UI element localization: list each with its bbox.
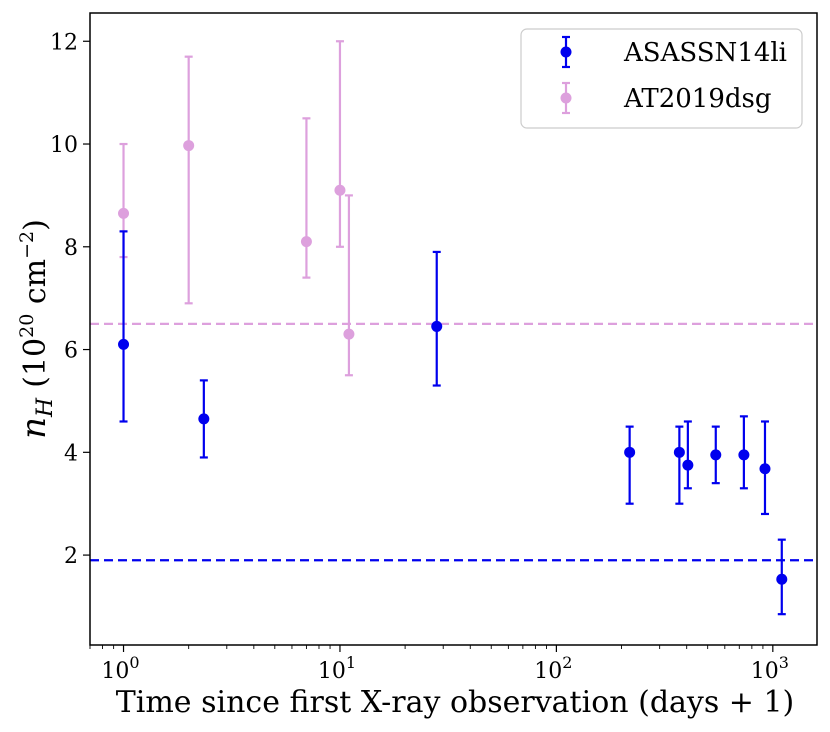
series-layer	[118, 40, 788, 616]
point-at2019dsg-2	[300, 236, 312, 248]
plot-frame	[89, 12, 818, 646]
x-tick-label-0: 100	[101, 653, 139, 684]
y-tick-label-10: 10	[50, 133, 78, 158]
x-tick-label-3: 103	[751, 653, 789, 684]
point-asassn14li-9	[776, 573, 788, 585]
y-axis-units-prefix: (10	[18, 338, 53, 388]
y-axis-symbol: n	[14, 417, 54, 439]
y-tick-label-8: 8	[64, 236, 78, 261]
y-tick-label-6: 6	[64, 339, 78, 364]
point-asassn14li-6	[710, 449, 722, 461]
y-tick-label-4: 4	[64, 441, 78, 466]
series-asassn14li	[118, 230, 788, 616]
reference-lines	[90, 322, 817, 562]
legend-label-asassn14li: ASASSN14li	[623, 38, 787, 68]
y-axis-units-mid: cm	[18, 259, 53, 314]
y-axis-subscript: H	[33, 397, 58, 418]
y-axis-units-exp2: −2	[16, 231, 38, 259]
y-tick-label-12: 12	[50, 30, 78, 55]
point-at2019dsg-3	[334, 184, 346, 196]
legend-box	[520, 28, 803, 129]
legend-label-at2019dsg: AT2019dsg	[623, 84, 772, 114]
legend-marker-asassn14li	[560, 46, 572, 58]
y-axis-units-suffix: )	[18, 219, 53, 231]
point-at2019dsg-0	[118, 207, 130, 219]
y-tick-label-2: 2	[64, 544, 78, 569]
point-asassn14li-0	[118, 338, 130, 350]
y-axis-title: nH (1020 cm−2)	[14, 219, 58, 439]
point-at2019dsg-4	[343, 328, 355, 340]
legend: ASASSN14li AT2019dsg	[520, 28, 803, 129]
point-at2019dsg-1	[183, 140, 195, 152]
y-axis-units-exp1: 20	[16, 314, 38, 338]
legend-marker-at2019dsg	[560, 92, 572, 104]
x-tick-label-1: 101	[318, 653, 356, 684]
point-asassn14li-2	[431, 320, 443, 332]
point-asassn14li-4	[673, 446, 685, 458]
point-asassn14li-7	[738, 449, 750, 461]
point-asassn14li-8	[759, 463, 771, 475]
axis-ticks: 2 4 6 8 10 12 100 101 102 103	[50, 30, 789, 684]
point-asassn14li-5	[682, 459, 694, 471]
point-asassn14li-1	[198, 413, 210, 425]
x-axis-title: Time since first X-ray observation (days…	[116, 685, 795, 720]
x-tick-label-2: 102	[534, 653, 572, 684]
point-asassn14li-3	[624, 446, 636, 458]
